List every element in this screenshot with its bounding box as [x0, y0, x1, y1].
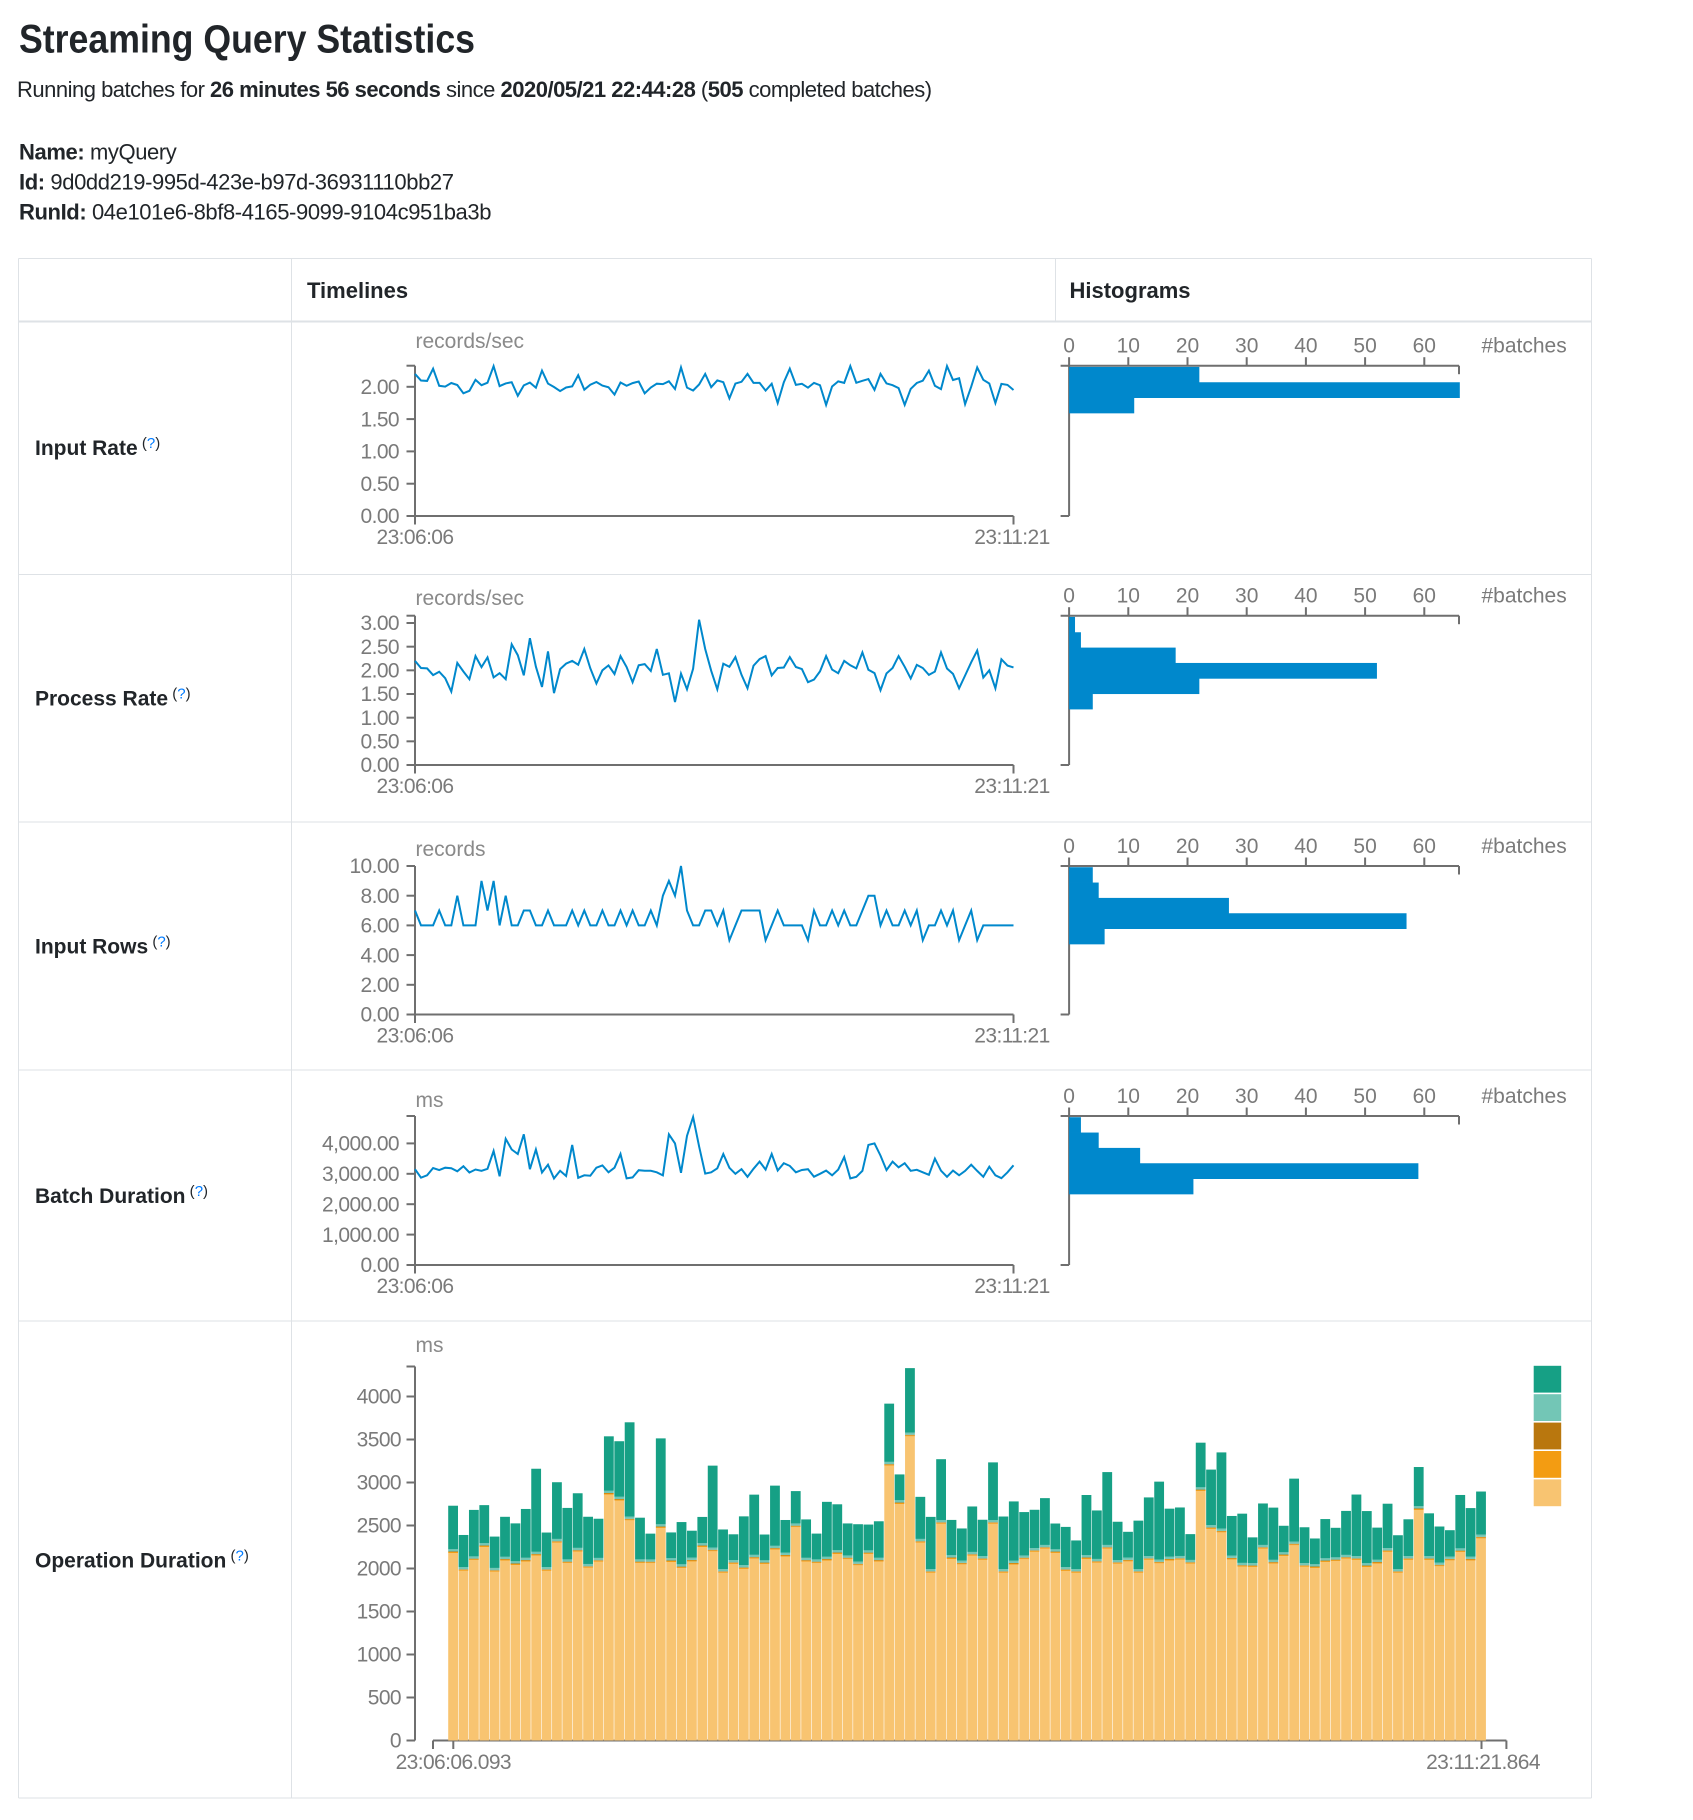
svg-text:6.00: 6.00: [361, 915, 399, 938]
svg-text:0.50: 0.50: [361, 731, 399, 754]
svg-text:2,000.00: 2,000.00: [322, 1193, 399, 1216]
svg-text:23:11:21: 23:11:21: [974, 1025, 1049, 1048]
svg-text:Input Rows (?): Input Rows (?): [35, 934, 171, 959]
svg-text:Process Rate (?): Process Rate (?): [35, 685, 191, 710]
svg-text:Operation Duration (?): Operation Duration (?): [35, 1548, 249, 1573]
svg-text:0.00: 0.00: [361, 1004, 399, 1027]
svg-text:0.00: 0.00: [361, 754, 399, 777]
svg-text:0: 0: [1063, 585, 1075, 608]
svg-text:30: 30: [1235, 335, 1258, 358]
svg-text:Timelines: Timelines: [307, 278, 408, 303]
svg-text:#batches: #batches: [1482, 585, 1567, 608]
svg-text:23:06:06: 23:06:06: [377, 1025, 454, 1048]
svg-text:40: 40: [1294, 335, 1317, 358]
svg-text:20: 20: [1176, 835, 1199, 858]
svg-text:10.00: 10.00: [349, 855, 399, 878]
svg-text:50: 50: [1353, 585, 1376, 608]
svg-text:3,000.00: 3,000.00: [322, 1163, 399, 1186]
svg-text:records/sec: records/sec: [416, 330, 525, 353]
svg-text:10: 10: [1117, 585, 1140, 608]
svg-text:4,000.00: 4,000.00: [322, 1133, 399, 1156]
svg-text:23:11:21: 23:11:21: [974, 775, 1049, 798]
svg-text:records/sec: records/sec: [416, 587, 525, 610]
svg-text:0: 0: [390, 1730, 401, 1753]
svg-text:23:06:06.093: 23:06:06.093: [396, 1751, 511, 1774]
svg-text:2000: 2000: [357, 1558, 401, 1581]
svg-text:1.00: 1.00: [361, 441, 399, 464]
svg-text:10: 10: [1117, 835, 1140, 858]
svg-text:RunId: 04e101e6-8bf8-4165-9099: RunId: 04e101e6-8bf8-4165-9099-9104c951b…: [19, 200, 491, 225]
svg-text:#batches: #batches: [1482, 835, 1567, 858]
svg-text:60: 60: [1413, 585, 1436, 608]
svg-text:60: 60: [1413, 835, 1436, 858]
svg-text:3.00: 3.00: [361, 612, 399, 635]
svg-text:1,000.00: 1,000.00: [322, 1224, 399, 1247]
svg-text:3000: 3000: [357, 1472, 401, 1495]
svg-text:0.00: 0.00: [361, 1254, 399, 1277]
svg-text:30: 30: [1235, 835, 1258, 858]
svg-text:20: 20: [1176, 585, 1199, 608]
svg-text:23:06:06: 23:06:06: [377, 775, 454, 798]
svg-text:1500: 1500: [357, 1601, 401, 1624]
svg-text:10: 10: [1117, 335, 1140, 358]
svg-text:2.00: 2.00: [361, 974, 399, 997]
svg-text:20: 20: [1176, 335, 1199, 358]
svg-text:0: 0: [1063, 335, 1075, 358]
svg-text:ms: ms: [416, 1334, 444, 1357]
svg-text:30: 30: [1235, 585, 1258, 608]
svg-text:23:06:06: 23:06:06: [377, 526, 454, 549]
svg-text:50: 50: [1353, 335, 1376, 358]
svg-text:2.00: 2.00: [361, 660, 399, 683]
svg-text:20: 20: [1176, 1085, 1199, 1108]
svg-text:23:06:06: 23:06:06: [377, 1275, 454, 1298]
svg-text:60: 60: [1413, 1085, 1436, 1108]
svg-text:8.00: 8.00: [361, 885, 399, 908]
svg-text:records: records: [416, 838, 486, 861]
svg-text:23:11:21: 23:11:21: [974, 526, 1049, 549]
svg-text:23:11:21: 23:11:21: [974, 1275, 1049, 1298]
svg-text:1.00: 1.00: [361, 707, 399, 730]
svg-text:Running batches for 26 minutes: Running batches for 26 minutes 56 second…: [17, 77, 932, 102]
svg-text:1.50: 1.50: [361, 408, 399, 431]
svg-text:Batch Duration (?): Batch Duration (?): [35, 1183, 208, 1208]
svg-text:1000: 1000: [357, 1644, 401, 1667]
svg-text:0: 0: [1063, 1085, 1075, 1108]
svg-text:40: 40: [1294, 1085, 1317, 1108]
svg-text:ms: ms: [416, 1089, 444, 1112]
svg-text:40: 40: [1294, 835, 1317, 858]
svg-text:10: 10: [1117, 1085, 1140, 1108]
svg-text:0.50: 0.50: [361, 473, 399, 496]
svg-text:4.00: 4.00: [361, 944, 399, 967]
svg-text:#batches: #batches: [1482, 1085, 1567, 1108]
svg-text:23:11:21.864: 23:11:21.864: [1426, 1751, 1541, 1774]
svg-text:40: 40: [1294, 585, 1317, 608]
svg-text:0.00: 0.00: [361, 505, 399, 528]
svg-text:2.50: 2.50: [361, 636, 399, 659]
svg-text:1.50: 1.50: [361, 683, 399, 706]
svg-text:50: 50: [1353, 835, 1376, 858]
svg-text:500: 500: [368, 1687, 401, 1710]
svg-text:Id: 9d0dd219-995d-423e-b97d-36: Id: 9d0dd219-995d-423e-b97d-36931110bb27: [19, 170, 454, 195]
svg-text:30: 30: [1235, 1085, 1258, 1108]
svg-text:2.00: 2.00: [361, 376, 399, 399]
svg-text:50: 50: [1353, 1085, 1376, 1108]
svg-text:4000: 4000: [357, 1386, 401, 1409]
svg-text:Name: myQuery: Name: myQuery: [19, 140, 177, 165]
svg-text:0: 0: [1063, 835, 1075, 858]
svg-text:#batches: #batches: [1482, 335, 1567, 358]
svg-text:3500: 3500: [357, 1429, 401, 1452]
svg-text:2500: 2500: [357, 1515, 401, 1538]
svg-text:60: 60: [1413, 335, 1436, 358]
svg-text:Histograms: Histograms: [1070, 278, 1191, 303]
svg-text:Streaming Query Statistics: Streaming Query Statistics: [19, 18, 475, 62]
